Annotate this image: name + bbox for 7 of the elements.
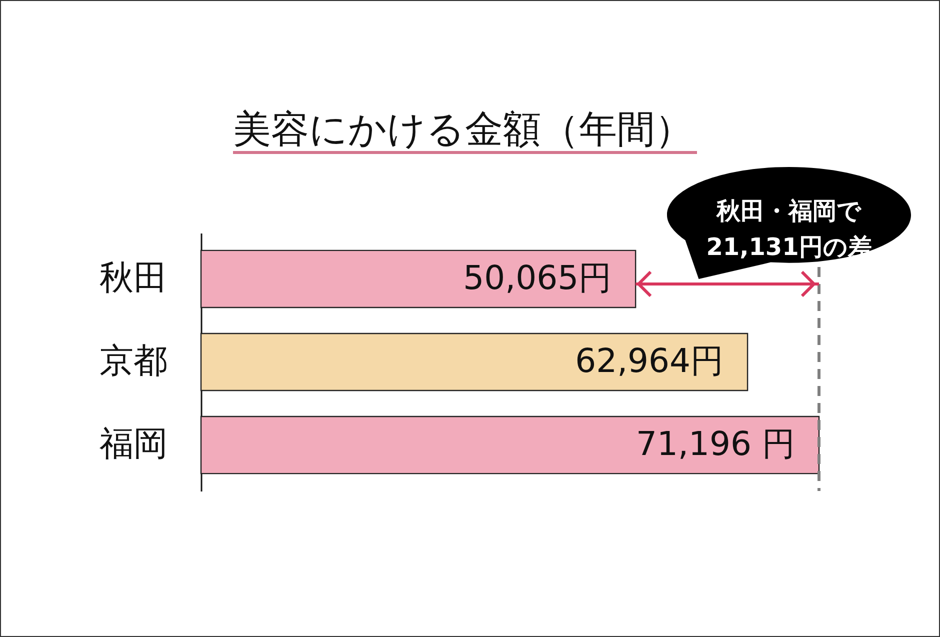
data-label: 50,065円 [463,258,612,297]
chart-title: 美容にかける金額（年間） [233,107,697,154]
y-tick-label: 福岡 [100,424,168,464]
data-label: 71,196 円 [636,424,795,464]
y-tick-label: 京都 [100,341,168,381]
data-label: 62,964円 [575,341,724,380]
y-tick-label: 秋田 [100,258,168,298]
